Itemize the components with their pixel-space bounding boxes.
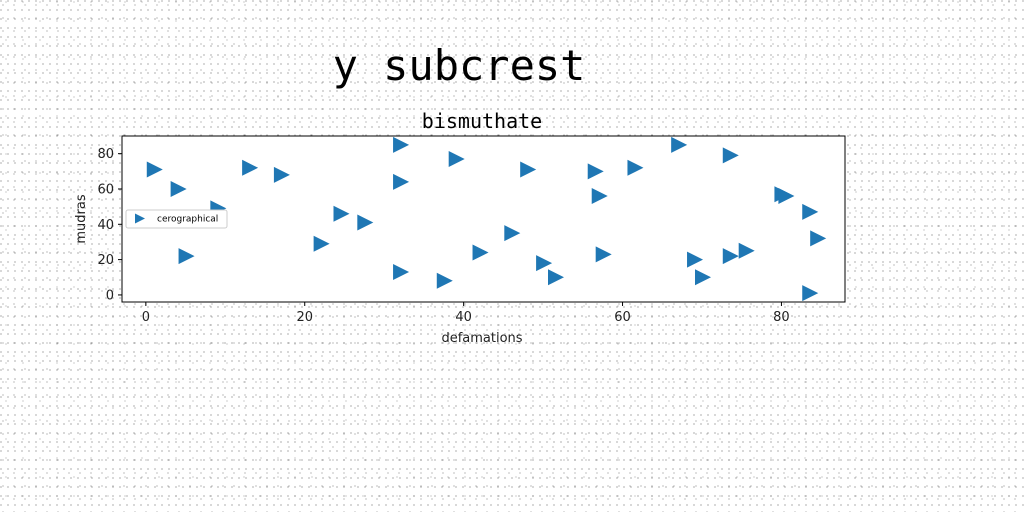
x-tick-label: 20 xyxy=(296,310,313,325)
y-axis-label: mudras xyxy=(74,194,89,243)
y-tick-label: 60 xyxy=(97,182,114,197)
y-axis: 0 20 40 60 80 xyxy=(97,147,122,303)
y-tick-label: 40 xyxy=(97,218,114,233)
x-tick-label: 80 xyxy=(773,310,790,325)
legend-label: cerographical xyxy=(157,215,218,225)
x-tick-label: 60 xyxy=(614,310,631,325)
plot-area xyxy=(122,136,845,302)
x-axis: 0 20 40 60 80 xyxy=(142,302,790,325)
chart-suptitle: y subcrest xyxy=(333,41,586,90)
x-axis-label: defamations xyxy=(441,331,522,346)
x-tick-label: 0 xyxy=(142,310,150,325)
y-tick-label: 80 xyxy=(97,147,114,162)
chart-title: bismuthate xyxy=(422,109,542,133)
y-tick-label: 0 xyxy=(106,288,114,303)
x-tick-label: 40 xyxy=(455,310,472,325)
y-tick-label: 20 xyxy=(97,253,114,268)
legend: cerographical xyxy=(126,210,227,228)
